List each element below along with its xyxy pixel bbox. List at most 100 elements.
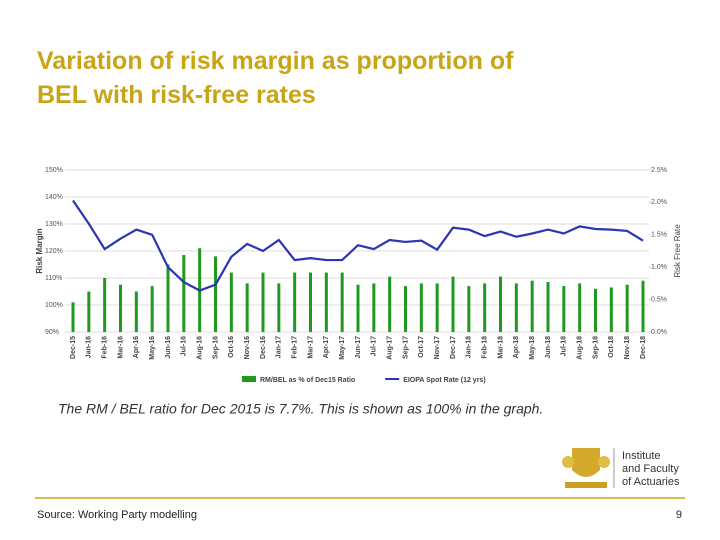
y-tick-label: 90% bbox=[45, 329, 59, 336]
x-tick-label: Sep-18 bbox=[592, 336, 599, 359]
bar bbox=[514, 283, 518, 332]
source: Source: Working Party modelling bbox=[37, 509, 197, 521]
x-tick-label: Nov-18 bbox=[624, 336, 631, 359]
bar bbox=[214, 256, 217, 332]
bar bbox=[546, 282, 550, 332]
bar bbox=[309, 272, 312, 332]
x-tick-label: Dec-15 bbox=[70, 336, 77, 359]
line bbox=[72, 199, 644, 292]
y2-tick-label: 2.5% bbox=[651, 167, 667, 174]
x-tick-label: Jul-18 bbox=[561, 336, 568, 356]
logo-text: and Faculty bbox=[622, 463, 679, 475]
x-tick-label: Sep-16 bbox=[212, 336, 219, 359]
x-tick-label: Dec-17 bbox=[450, 336, 457, 359]
x-tick-label: Jan-16 bbox=[86, 336, 93, 358]
bar bbox=[594, 288, 597, 332]
bar bbox=[578, 283, 582, 332]
legend-label: EIOPA Spot Rate (12 yrs) bbox=[403, 377, 485, 384]
bar bbox=[356, 284, 360, 332]
bar bbox=[372, 283, 376, 332]
bar bbox=[483, 283, 487, 332]
x-tick-label: Aug-16 bbox=[197, 336, 204, 360]
x-tick-label: Apr-17 bbox=[323, 336, 330, 358]
bar bbox=[609, 287, 613, 332]
x-tick-label: Feb-18 bbox=[482, 336, 489, 359]
bar bbox=[419, 283, 423, 332]
x-tick-label: Apr-18 bbox=[513, 336, 520, 358]
x-tick-label: Aug-17 bbox=[387, 336, 394, 360]
y2-axis-title: Risk Free Rate bbox=[673, 224, 682, 278]
x-tick-label: Sep-17 bbox=[402, 336, 409, 359]
logo-text: of Actuaries bbox=[622, 476, 680, 488]
bar bbox=[71, 302, 75, 332]
slide-title: Variation of risk margin as proportion o… bbox=[37, 47, 514, 109]
caption: The RM / BEL ratio for Dec 2015 is 7.7%.… bbox=[58, 401, 543, 417]
page-number: 9 bbox=[676, 509, 682, 521]
x-tick-label: May-18 bbox=[529, 336, 536, 360]
legend-label: RM/BEL as % of Dec15 Ratio bbox=[260, 377, 355, 384]
y-tick-label: 110% bbox=[45, 275, 62, 282]
x-tick-label: Jun-16 bbox=[165, 336, 172, 359]
y-tick-label: 100% bbox=[45, 302, 63, 309]
x-tick-label: Dec-18 bbox=[640, 336, 647, 359]
bar bbox=[293, 272, 297, 332]
bar bbox=[166, 264, 170, 332]
bar bbox=[451, 276, 455, 332]
logo-text: Institute bbox=[622, 450, 661, 462]
x-tick-label: Jan-18 bbox=[466, 336, 473, 358]
crest-base bbox=[565, 482, 607, 488]
x-tick-label: Aug-18 bbox=[577, 336, 584, 360]
x-tick-label: Jan-17 bbox=[276, 336, 283, 358]
x-tick-label: Apr-16 bbox=[133, 336, 140, 358]
bar bbox=[625, 284, 629, 332]
y-tick-label: 130% bbox=[45, 221, 63, 228]
x-tick-label: Mar-17 bbox=[307, 336, 314, 359]
bar bbox=[499, 276, 502, 332]
x-tick-label: Oct-18 bbox=[608, 336, 615, 358]
crest-support bbox=[598, 456, 610, 468]
chart: 90% 100% 110% 120% 130% 140% 150% 0.0% 0.5% 1.0% 1… bbox=[35, 167, 682, 384]
crest bbox=[572, 448, 600, 477]
x-tick-label: Oct-17 bbox=[418, 336, 425, 358]
bar bbox=[134, 291, 138, 332]
bar bbox=[562, 286, 566, 332]
x-tick-label: Jul-17 bbox=[371, 336, 378, 356]
x-tick-label: Jun-17 bbox=[355, 336, 362, 359]
y2-tick-label: 1.5% bbox=[651, 232, 667, 239]
x-tick-label: Nov-17 bbox=[434, 336, 441, 359]
y-tick-label: 150% bbox=[45, 167, 63, 174]
bar bbox=[340, 272, 344, 332]
title-line: BEL with risk-free rates bbox=[37, 81, 316, 109]
x-tick-label: Jul-16 bbox=[181, 336, 188, 356]
bar bbox=[404, 286, 407, 332]
bar bbox=[182, 255, 186, 332]
bar bbox=[530, 280, 534, 332]
logo: Institute and Faculty of Actuaries bbox=[562, 448, 680, 488]
bar bbox=[435, 283, 439, 332]
y2-tick-label: 1.0% bbox=[651, 264, 667, 271]
x-tick-label: Mar-18 bbox=[497, 336, 504, 359]
x-tick-label: Dec-16 bbox=[260, 336, 267, 359]
x-tick-label: Feb-17 bbox=[292, 336, 299, 359]
x-tick-label: May-16 bbox=[149, 336, 156, 360]
legend-swatch bbox=[242, 376, 256, 382]
x-tick-label: Oct-16 bbox=[228, 336, 235, 358]
crest-support bbox=[562, 456, 574, 468]
x-tick-label: Nov-16 bbox=[244, 336, 251, 359]
bar bbox=[229, 272, 233, 332]
bar bbox=[245, 283, 249, 332]
bar bbox=[261, 272, 265, 332]
y-tick-label: 120% bbox=[45, 248, 63, 255]
bar bbox=[150, 286, 154, 332]
bar bbox=[467, 286, 471, 332]
bar bbox=[103, 278, 107, 332]
bar bbox=[277, 283, 281, 332]
x-tick-label: Jun-18 bbox=[545, 336, 552, 359]
y-tick-label: 140% bbox=[45, 194, 63, 201]
y-axis-title: Risk Margin bbox=[35, 228, 44, 273]
title-line: Variation of risk margin as proportion o… bbox=[37, 47, 514, 75]
y2-tick-label: 0.5% bbox=[651, 296, 667, 303]
x-tick-label: May-17 bbox=[339, 336, 346, 360]
